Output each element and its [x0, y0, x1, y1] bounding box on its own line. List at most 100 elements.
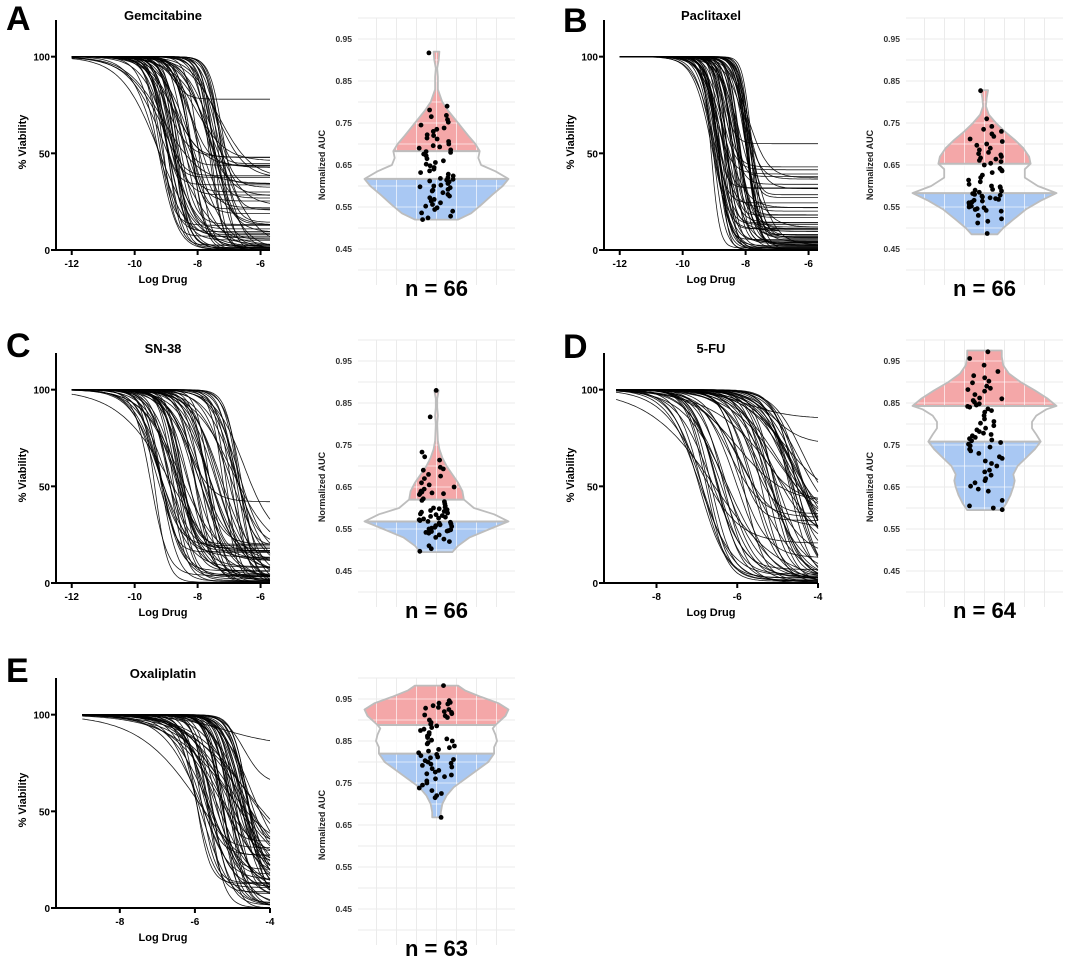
y-tick-label: 0.45: [883, 566, 900, 576]
data-point: [441, 125, 447, 131]
data-point: [446, 141, 452, 147]
dose-response-curve: [616, 390, 819, 582]
data-point: [432, 795, 438, 801]
data-point: [420, 217, 425, 223]
x-axis-label: Log Drug: [139, 274, 188, 286]
violin-chart-5fu: 0.45 0.55 0.65 0.75 0.85 0.95 Normalized AUC n …: [865, 339, 1063, 623]
y-tick-label: 100: [33, 386, 50, 397]
data-point: [991, 423, 997, 429]
data-point: [977, 147, 982, 153]
data-point: [999, 154, 1004, 160]
y-tick-label: 100: [581, 386, 598, 397]
y-axis-label: % Viability: [17, 447, 29, 503]
dose-response-chart-gemcitabine: Gemcitabine 0 50 100 -12 -10 -8 -6 Log Drug % Via…: [17, 8, 271, 286]
data-point: [437, 522, 443, 528]
y-tick-label: 0.45: [335, 904, 352, 914]
dose-response-curve: [619, 56, 818, 243]
data-point: [976, 451, 982, 456]
data-point: [418, 511, 423, 517]
y-tick-label: 0: [592, 579, 598, 590]
y-tick-label: 0.65: [335, 482, 352, 492]
x-tick-label: -6: [804, 259, 813, 270]
data-point: [972, 207, 978, 212]
data-point: [429, 490, 435, 496]
data-point: [438, 473, 443, 479]
data-point: [977, 158, 982, 163]
data-point: [978, 175, 984, 181]
violin-chart-gemcitabine: 0.45 0.55 0.65 0.75 0.85 0.95 Normalized AUC n …: [317, 17, 515, 301]
y-tick-label: 0.65: [883, 482, 900, 492]
data-point: [967, 136, 973, 142]
data-point: [434, 136, 440, 142]
data-point: [436, 700, 442, 706]
y-axis-label: % Viability: [565, 447, 577, 503]
dose-response-curve: [616, 389, 818, 518]
curve-group: [71, 56, 271, 251]
data-point: [447, 193, 452, 199]
data-point: [428, 114, 434, 120]
data-point: [972, 392, 978, 397]
x-tick-label: -12: [613, 259, 628, 270]
data-point: [434, 723, 440, 729]
dose-response-curve: [71, 58, 271, 248]
y-tick-label: 0.65: [335, 160, 352, 170]
data-point: [449, 772, 454, 778]
dose-response-curve: [82, 714, 271, 867]
dose-response-curve: [71, 389, 271, 580]
dose-response-curve: [82, 714, 270, 893]
y-axis-label: Normalized AUC: [865, 451, 875, 522]
data-point: [996, 197, 1001, 202]
data-point: [449, 711, 455, 717]
dose-response-curve: [71, 389, 270, 552]
data-point: [441, 683, 446, 688]
x-tick-label: -10: [127, 259, 142, 270]
data-point: [989, 437, 995, 443]
data-point: [450, 208, 456, 214]
x-tick-label: -4: [814, 592, 823, 603]
data-point: [427, 178, 433, 184]
data-point: [426, 530, 432, 536]
data-point: [418, 728, 423, 733]
dose-response-curve: [82, 714, 271, 891]
violin-chart-oxaliplatin: 0.45 0.55 0.65 0.75 0.85 0.95 Normalized AUC n …: [317, 677, 515, 961]
y-tick-label: 0: [44, 904, 50, 915]
data-point: [987, 145, 993, 151]
data-point: [433, 160, 438, 165]
data-point: [450, 173, 456, 179]
sample-size-label: n = 66: [405, 598, 468, 623]
data-point: [972, 480, 978, 486]
dose-response-curve: [82, 714, 271, 865]
data-point: [444, 736, 450, 742]
data-point: [982, 388, 987, 394]
data-point: [987, 467, 992, 473]
dose-response-curve: [71, 56, 270, 246]
dose-response-curve: [71, 56, 270, 246]
data-point: [436, 506, 442, 512]
data-point: [994, 463, 1000, 469]
data-point: [983, 425, 988, 431]
data-point: [983, 208, 989, 213]
x-axis-label: Log Drug: [139, 932, 188, 944]
x-tick-label: -10: [127, 592, 142, 603]
data-point: [968, 483, 973, 489]
data-point: [447, 745, 452, 751]
y-axis-label: % Viability: [565, 114, 577, 170]
data-point: [436, 515, 441, 521]
data-point: [980, 198, 985, 204]
tertile-fills: [912, 90, 1057, 235]
y-tick-label: 0: [592, 246, 598, 257]
data-point: [427, 168, 432, 174]
panel-letter-c: C: [6, 327, 31, 365]
y-tick-label: 0.55: [335, 862, 352, 872]
data-point: [975, 486, 981, 492]
data-point: [985, 349, 991, 355]
data-point: [984, 116, 990, 122]
dose-response-curve: [616, 399, 819, 575]
data-point: [427, 107, 432, 113]
y-tick-label: 100: [33, 53, 50, 64]
data-point: [422, 712, 428, 718]
upper-tertile-fill: [912, 350, 1057, 406]
panel-letter-b: B: [563, 2, 588, 40]
data-point: [424, 780, 430, 786]
data-point: [430, 143, 436, 149]
